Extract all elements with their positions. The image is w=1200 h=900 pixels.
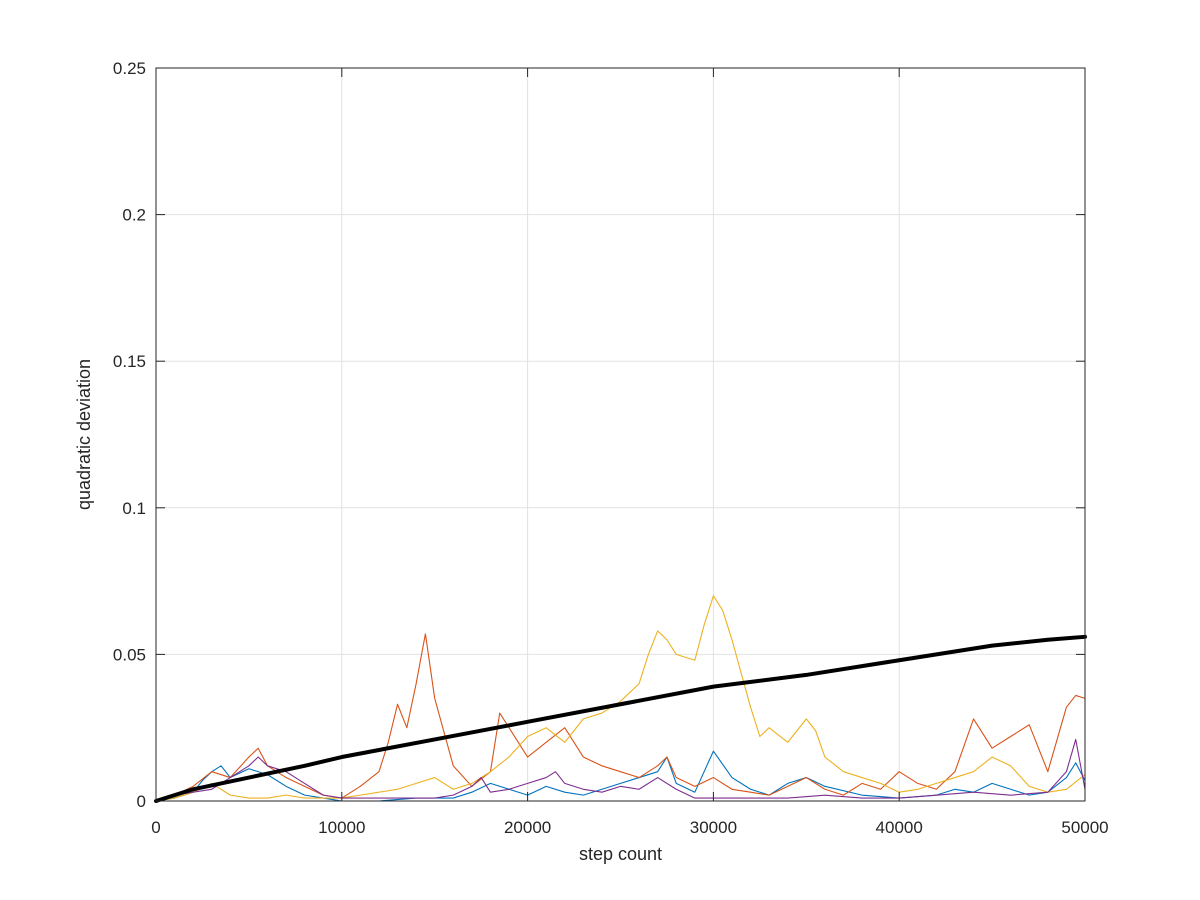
y-tick-label-2: 0.1 [122, 499, 146, 518]
x-tick-label-0: 0 [151, 818, 160, 837]
series-line-2 [155, 595, 1086, 802]
y-tick-label-1: 0.05 [113, 645, 146, 664]
x-tick-label-2: 20000 [504, 818, 551, 837]
series-line-4 [154, 634, 1087, 803]
axes [155, 67, 1086, 802]
grid-lines [156, 68, 1085, 801]
x-axis-label: step count [579, 844, 662, 864]
series-line-3 [155, 738, 1086, 802]
series-line-0 [155, 750, 1086, 802]
axes-box [155, 67, 1086, 802]
x-tick-label-5: 50000 [1061, 818, 1108, 837]
x-tick-label-3: 30000 [690, 818, 737, 837]
y-tick-label-5: 0.25 [113, 59, 146, 78]
y-axis-label: quadratic deviation [74, 359, 94, 510]
y-tick-label-0: 0 [137, 792, 146, 811]
y-tick-label-3: 0.15 [113, 352, 146, 371]
plot-area [156, 68, 1085, 801]
series-layer [154, 595, 1087, 803]
y-tick-label-4: 0.2 [122, 206, 146, 225]
x-tick-label-4: 40000 [876, 818, 923, 837]
tick-labels: 0 10000 20000 30000 40000 50000 0 0.05 0.1 0.15 0.… [113, 59, 1109, 837]
x-tick-label-1: 10000 [318, 818, 365, 837]
